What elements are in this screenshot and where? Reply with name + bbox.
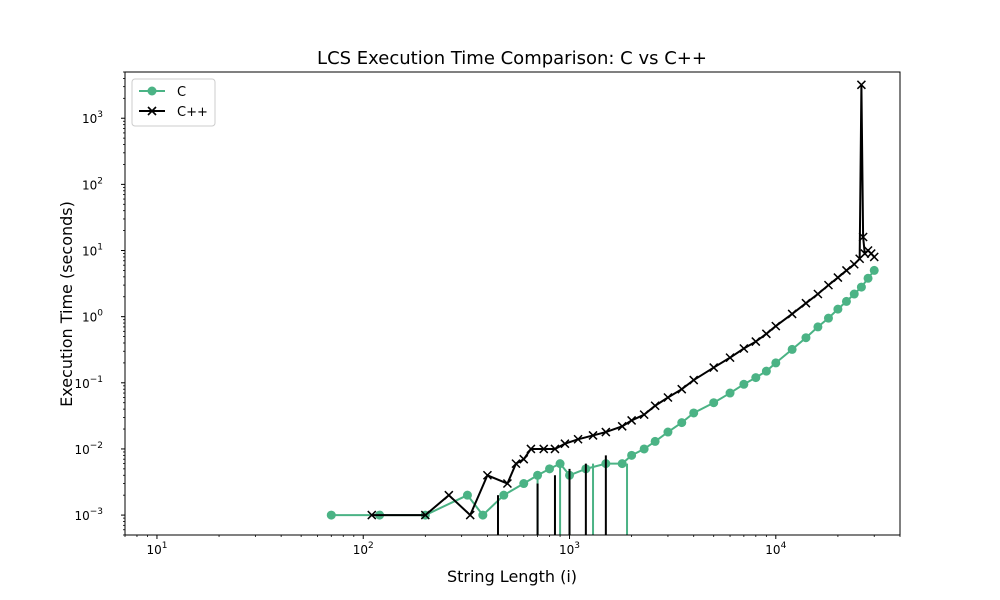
data-point xyxy=(863,273,873,283)
data-point xyxy=(519,479,529,489)
data-point xyxy=(550,444,560,454)
data-point xyxy=(709,398,719,408)
data-point xyxy=(858,232,868,242)
data-point xyxy=(617,421,627,431)
data-point xyxy=(465,510,475,520)
series-1 xyxy=(367,80,879,535)
data-point xyxy=(833,273,843,283)
data-point xyxy=(462,490,472,500)
y-tick-exponent: 0 xyxy=(97,309,103,319)
y-tick-exponent: −1 xyxy=(90,375,103,385)
data-point xyxy=(841,296,851,306)
y-tick-exponent: −2 xyxy=(90,441,103,451)
data-point xyxy=(573,434,583,444)
data-point xyxy=(444,490,454,500)
data-point xyxy=(650,436,660,446)
y-tick-exponent: 1 xyxy=(97,243,103,253)
data-point xyxy=(823,313,833,323)
data-point xyxy=(771,358,781,368)
data-point xyxy=(677,418,687,428)
plot-frame xyxy=(124,71,901,536)
data-point xyxy=(823,280,833,290)
data-point xyxy=(367,510,377,520)
data-point xyxy=(761,366,771,376)
data-point xyxy=(689,408,699,418)
data-point xyxy=(639,410,649,420)
y-tick-exponent: 2 xyxy=(97,176,103,186)
legend-label-c: C xyxy=(177,85,186,100)
legend: C C++ xyxy=(131,78,216,127)
data-point xyxy=(771,321,781,331)
data-point xyxy=(482,470,492,480)
data-point xyxy=(502,479,512,489)
legend-label-cpp: C++ xyxy=(177,105,208,120)
data-point xyxy=(739,379,749,389)
data-point xyxy=(725,353,735,363)
data-point xyxy=(326,510,336,520)
data-point xyxy=(869,252,879,262)
data-point xyxy=(499,490,509,500)
data-point xyxy=(725,388,735,398)
data-point xyxy=(650,401,660,411)
data-point xyxy=(533,470,543,480)
y-tick-exponent: 3 xyxy=(97,110,103,120)
data-point xyxy=(663,427,673,437)
data-point xyxy=(478,510,488,520)
data-point xyxy=(739,343,749,354)
data-point xyxy=(627,415,637,425)
y-axis-label: Execution Time (seconds) xyxy=(57,201,76,407)
data-point xyxy=(526,444,536,454)
data-point xyxy=(751,373,761,383)
data-point xyxy=(801,333,811,343)
data-point xyxy=(849,289,859,299)
data-point xyxy=(519,454,529,464)
data-point xyxy=(555,459,565,469)
data-point xyxy=(677,384,687,394)
data-point xyxy=(663,392,673,403)
data-point xyxy=(856,282,866,292)
y-tick-exponent: −3 xyxy=(90,507,103,517)
data-point xyxy=(787,344,797,354)
data-point xyxy=(833,304,843,314)
data-point xyxy=(420,510,430,520)
data-point xyxy=(627,450,637,460)
data-point xyxy=(617,459,627,469)
data-point xyxy=(787,309,797,319)
data-point xyxy=(689,375,699,385)
data-point xyxy=(560,439,570,449)
data-point xyxy=(751,337,761,347)
data-point xyxy=(639,444,649,454)
x-tick-exponent: 3 xyxy=(574,541,580,551)
data-point xyxy=(539,444,549,454)
data-point xyxy=(856,80,866,90)
legend-marker-c xyxy=(147,86,157,96)
data-point xyxy=(588,430,598,440)
data-point xyxy=(869,265,879,275)
x-tick-exponent: 2 xyxy=(368,541,374,551)
series-layer xyxy=(326,80,879,535)
data-point xyxy=(709,363,719,373)
legend-marker-cpp xyxy=(147,106,157,116)
x-tick-exponent: 1 xyxy=(162,541,168,551)
data-point xyxy=(545,464,555,474)
data-point xyxy=(813,289,823,299)
data-point xyxy=(841,265,851,275)
data-point xyxy=(761,329,771,339)
data-point xyxy=(813,322,823,332)
data-point xyxy=(601,427,611,437)
data-point xyxy=(511,459,521,469)
x-tick-exponent: 4 xyxy=(781,541,787,551)
data-point xyxy=(801,298,811,308)
x-axis-label: String Length (i) xyxy=(447,567,577,586)
chart-title: LCS Execution Time Comparison: C vs C++ xyxy=(317,48,707,69)
